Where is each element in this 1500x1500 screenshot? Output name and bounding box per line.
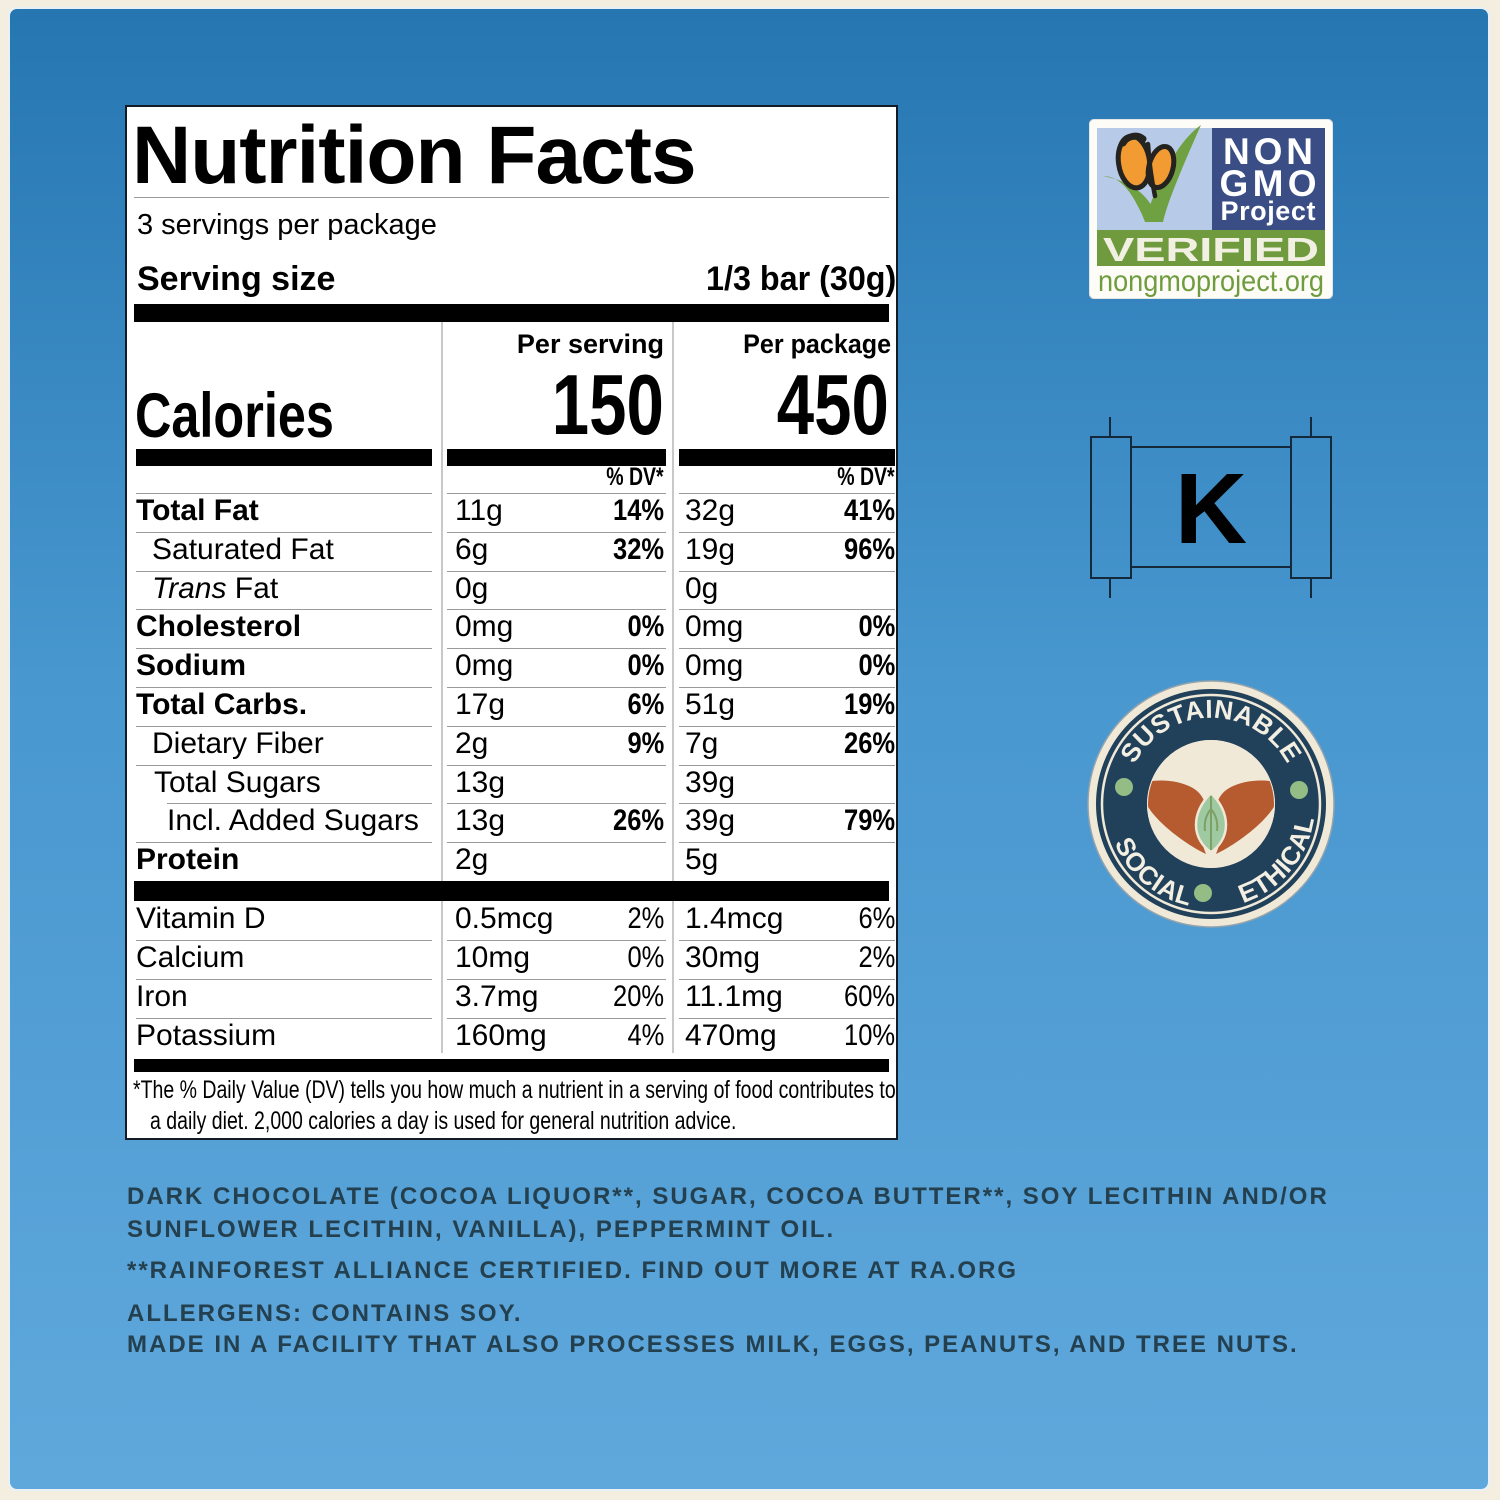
svg-text:VERIFIED: VERIFIED: [1103, 231, 1319, 268]
svg-text:NON: NON: [1223, 131, 1313, 172]
svg-text:Project: Project: [1221, 196, 1316, 226]
svg-text:nongmoproject.org: nongmoproject.org: [1098, 265, 1324, 298]
svg-text:K: K: [1175, 453, 1247, 565]
svg-text:GMO: GMO: [1220, 163, 1317, 204]
